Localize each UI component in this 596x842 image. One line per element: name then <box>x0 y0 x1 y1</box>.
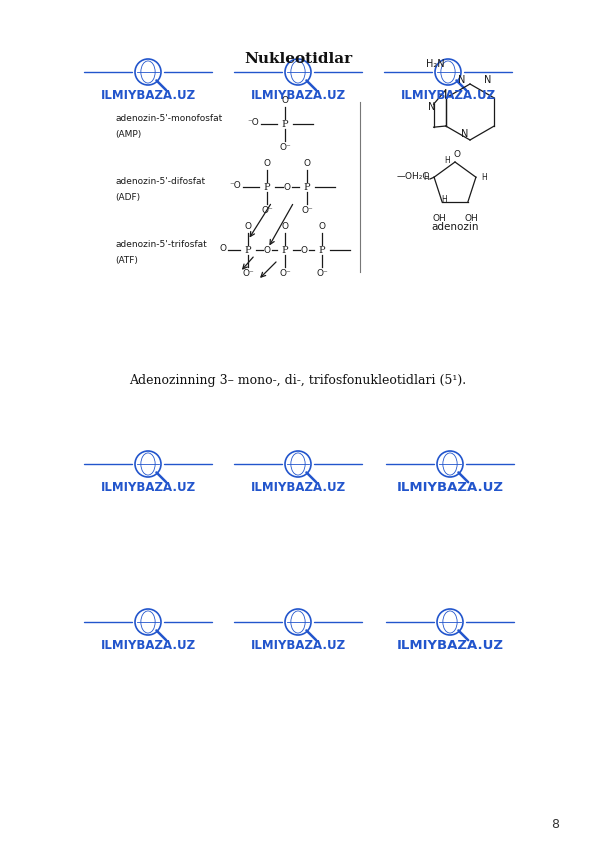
Text: ILMIYBAZA.UZ: ILMIYBAZA.UZ <box>101 89 195 102</box>
Text: P: P <box>282 120 288 129</box>
Text: ⁻O: ⁻O <box>229 180 241 189</box>
Text: O: O <box>303 159 311 168</box>
Text: (ADF): (ADF) <box>115 193 140 201</box>
Text: adenozin-5'-monofosfat: adenozin-5'-monofosfat <box>115 114 222 122</box>
Text: O: O <box>219 243 226 253</box>
Text: P: P <box>245 246 252 254</box>
Text: —OH₂C: —OH₂C <box>397 172 429 180</box>
Text: ILMIYBAZA.UZ: ILMIYBAZA.UZ <box>396 639 504 652</box>
Text: ILMIYBAZA.UZ: ILMIYBAZA.UZ <box>101 481 195 494</box>
Text: (ATF): (ATF) <box>115 255 138 264</box>
Text: O: O <box>263 159 271 168</box>
Text: O: O <box>263 246 271 254</box>
Text: H: H <box>481 173 487 182</box>
Text: N: N <box>458 75 465 85</box>
Text: O⁻: O⁻ <box>279 269 291 278</box>
Text: H₂N: H₂N <box>426 59 444 69</box>
Text: H: H <box>444 156 450 164</box>
Text: P: P <box>304 183 311 191</box>
Text: O: O <box>300 246 308 254</box>
Text: O: O <box>244 222 252 231</box>
Text: ILMIYBAZA.UZ: ILMIYBAZA.UZ <box>250 481 346 494</box>
Text: O⁻: O⁻ <box>261 206 273 215</box>
Text: adenozin: adenozin <box>432 222 479 232</box>
Text: P: P <box>263 183 271 191</box>
Text: OH: OH <box>464 214 478 223</box>
Text: P: P <box>282 246 288 254</box>
Text: ILMIYBAZA.UZ: ILMIYBAZA.UZ <box>250 639 346 652</box>
Text: 8: 8 <box>551 818 559 830</box>
Text: Adenozinning 3– mono-, di-, trifosfonukleotidlari (5¹).: Adenozinning 3– mono-, di-, trifosfonukl… <box>129 374 467 386</box>
Text: O: O <box>454 150 461 159</box>
Text: O⁻: O⁻ <box>279 143 291 152</box>
Text: adenozin-5'-difosfat: adenozin-5'-difosfat <box>115 177 205 185</box>
Text: ILMIYBAZA.UZ: ILMIYBAZA.UZ <box>396 481 504 494</box>
Text: (AMP): (AMP) <box>115 130 141 138</box>
Text: ⁻O: ⁻O <box>247 118 259 126</box>
Text: O: O <box>284 183 290 191</box>
Text: O: O <box>318 222 325 231</box>
Text: O: O <box>281 96 288 105</box>
Text: adenozin-5'-trifosfat: adenozin-5'-trifosfat <box>115 239 207 248</box>
Text: Nukleotidlar: Nukleotidlar <box>244 52 352 66</box>
Text: O⁻: O⁻ <box>242 269 254 278</box>
Text: H: H <box>441 195 447 205</box>
Text: N: N <box>485 75 492 85</box>
Text: P: P <box>319 246 325 254</box>
Text: H: H <box>423 173 429 182</box>
Text: N: N <box>429 102 436 112</box>
Text: ILMIYBAZA.UZ: ILMIYBAZA.UZ <box>401 89 495 102</box>
Text: N: N <box>461 129 468 139</box>
Text: ILMIYBAZA.UZ: ILMIYBAZA.UZ <box>101 639 195 652</box>
Text: ILMIYBAZA.UZ: ILMIYBAZA.UZ <box>250 89 346 102</box>
Text: O⁻: O⁻ <box>316 269 328 278</box>
Text: O: O <box>281 222 288 231</box>
Text: OH: OH <box>432 214 446 223</box>
Text: O⁻: O⁻ <box>301 206 313 215</box>
